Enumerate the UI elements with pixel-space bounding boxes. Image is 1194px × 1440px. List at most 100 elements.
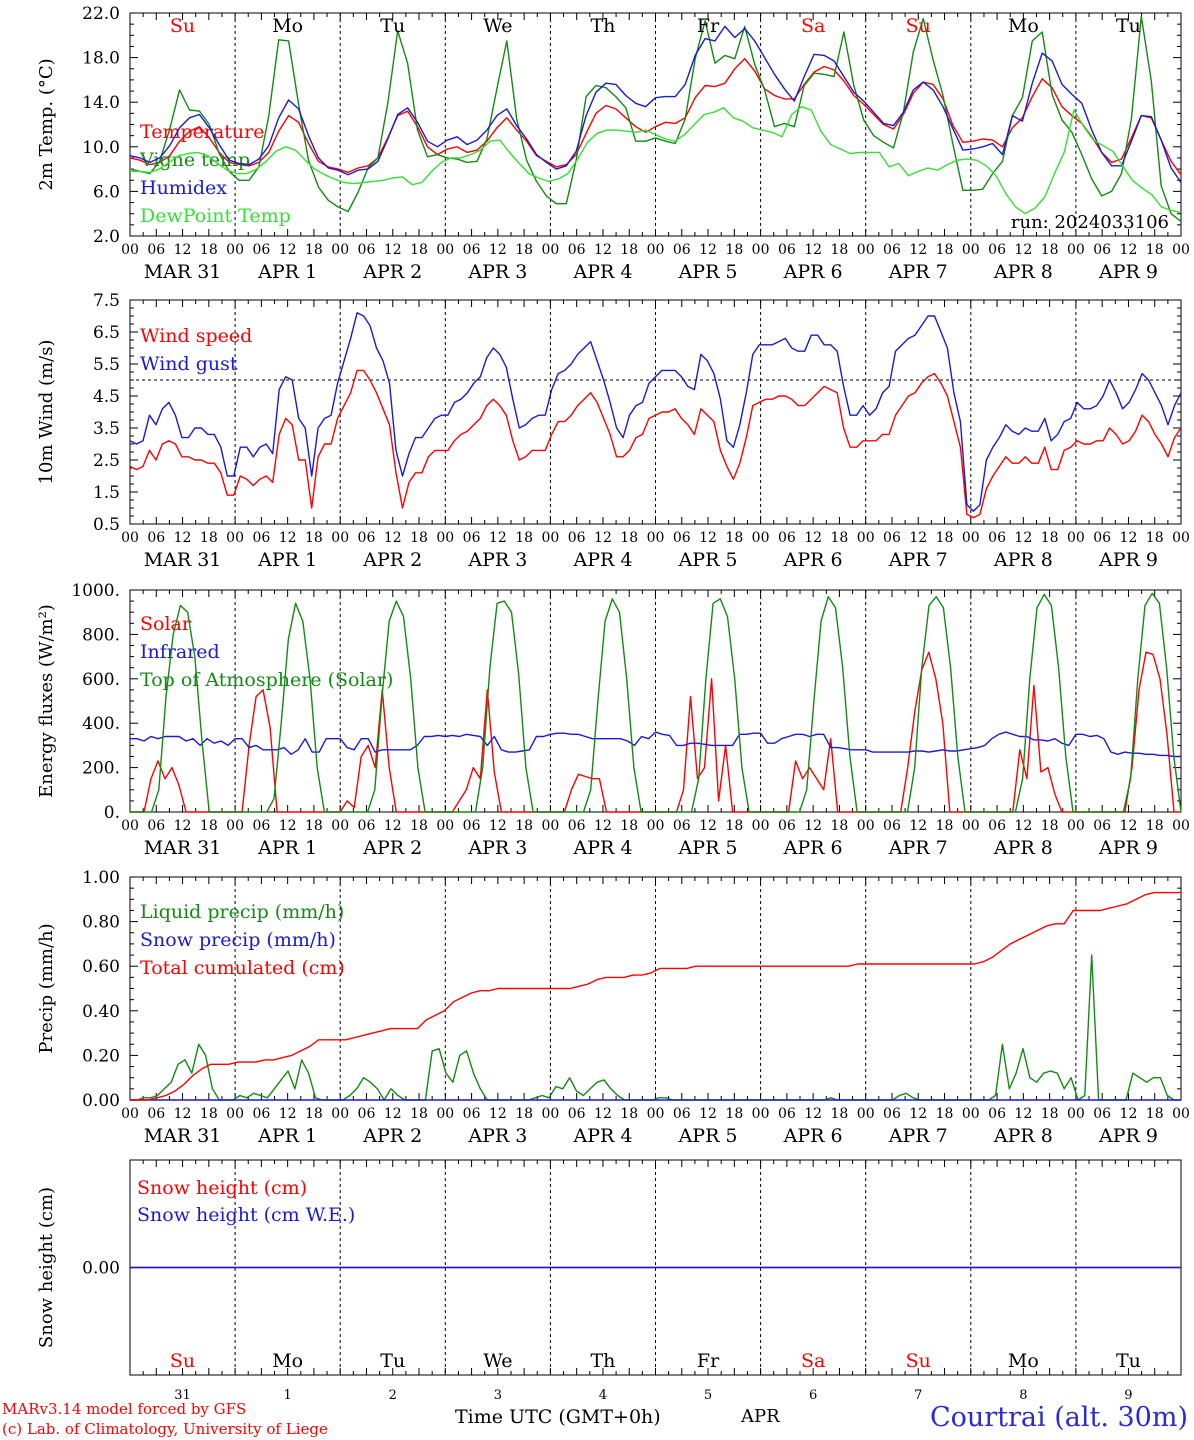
- energy-y-tick-label: 800.: [82, 625, 120, 645]
- precip-hour-label: 18: [200, 1106, 218, 1122]
- precip-hour-label: 06: [778, 1106, 796, 1122]
- temp-hour-label: 12: [279, 242, 297, 258]
- temp-run-annotation: run: 2024033106: [1011, 212, 1169, 233]
- energy-hour-label: 00: [1067, 818, 1085, 834]
- precip-y-tick-label: 0.00: [82, 1091, 120, 1111]
- energy-date-label: APR 5: [678, 837, 738, 859]
- precip-hour-label: 12: [594, 1106, 612, 1122]
- wind-hour-label: 12: [909, 530, 927, 546]
- precip-legend-entry: Total cumulated (cm): [140, 957, 345, 979]
- wind-hour-label: 06: [568, 530, 586, 546]
- temp-hour-label: 06: [252, 242, 270, 258]
- wind-hour-label: 00: [226, 530, 244, 546]
- temp-legend-entry: Temperature: [140, 121, 264, 143]
- temp-hour-label: 00: [1172, 242, 1190, 258]
- precip-y-axis-label: Precip (mm/h): [36, 923, 57, 1053]
- wind-date-label: APR 4: [572, 549, 632, 571]
- energy-hour-label: 12: [699, 818, 717, 834]
- temp-day-label: We: [483, 15, 512, 37]
- temp-y-tick-label: 6.0: [93, 182, 120, 202]
- wind-hour-label: 12: [174, 530, 192, 546]
- wind-y-tick-label: 4.5: [93, 387, 120, 407]
- precip-hour-label: 12: [174, 1106, 192, 1122]
- precip-hour-label: 06: [1093, 1106, 1111, 1122]
- temp-date-label: APR 8: [993, 261, 1053, 283]
- snow-day-number: 5: [704, 1388, 712, 1400]
- temp-y-tick-label: 22.0: [82, 4, 120, 24]
- precip-date-label: MAR 31: [144, 1125, 222, 1147]
- precip-hour-label: 00: [647, 1106, 665, 1122]
- temp-hour-label: 06: [463, 242, 481, 258]
- energy-hour-label: 18: [831, 818, 849, 834]
- precip-hour-label: 00: [1172, 1106, 1190, 1122]
- precip-hour-label: 00: [857, 1106, 875, 1122]
- precip-date-label: APR 7: [888, 1125, 948, 1147]
- precip-hour-label: 06: [883, 1106, 901, 1122]
- wind-y-tick-label: 7.5: [93, 291, 120, 311]
- energy-hour-label: 00: [857, 818, 875, 834]
- energy-date-label: APR 7: [888, 837, 948, 859]
- precip-hour-label: 12: [384, 1106, 402, 1122]
- temp-hour-label: 12: [909, 242, 927, 258]
- energy-y-tick-label: 400.: [82, 714, 120, 734]
- wind-hour-label: 12: [804, 530, 822, 546]
- snow-day-label: Tu: [1116, 1350, 1141, 1372]
- snow-day-label: Mo: [272, 1350, 303, 1372]
- temp-hour-label: 06: [147, 242, 165, 258]
- temp-hour-label: 00: [331, 242, 349, 258]
- wind-hour-label: 18: [936, 530, 954, 546]
- wind-date-label: MAR 31: [144, 549, 222, 571]
- wind-hour-label: 00: [857, 530, 875, 546]
- snow-day-label: Th: [590, 1350, 615, 1372]
- energy-hour-label: 00: [752, 818, 770, 834]
- precip-date-label: APR 6: [783, 1125, 843, 1147]
- snow-day-number: 1: [284, 1388, 292, 1400]
- lab-credit: (c) Lab. of Climatology, University of L…: [2, 1420, 328, 1438]
- wind-hour-label: 00: [331, 530, 349, 546]
- temp-hour-label: 12: [1014, 242, 1032, 258]
- precip-hour-label: 18: [305, 1106, 323, 1122]
- precip-hour-label: 12: [489, 1106, 507, 1122]
- wind-hour-label: 06: [358, 530, 376, 546]
- energy-date-label: APR 4: [572, 837, 632, 859]
- temp-day-label: Mo: [272, 15, 303, 37]
- energy-date-label: APR 6: [783, 837, 843, 859]
- precip-hour-label: 00: [226, 1106, 244, 1122]
- wind-hour-label: 00: [1067, 530, 1085, 546]
- wind-hour-label: 18: [831, 530, 849, 546]
- wind-series-wind-gust: [129, 312, 1182, 512]
- energy-date-label: APR 1: [257, 837, 317, 859]
- precip-hour-label: 18: [1146, 1106, 1164, 1122]
- temp-legend-entry: Vigne temp: [139, 149, 250, 171]
- snow-y-axis-label: Snow height (cm): [36, 1187, 57, 1348]
- temp-date-label: APR 7: [888, 261, 948, 283]
- energy-hour-label: 12: [804, 818, 822, 834]
- model-credit: MARv3.14 model forced by GFS: [2, 1400, 247, 1418]
- temp-hour-label: 00: [857, 242, 875, 258]
- precip-hour-label: 00: [962, 1106, 980, 1122]
- temp-hour-label: 12: [384, 242, 402, 258]
- temp-hour-label: 18: [410, 242, 428, 258]
- temp-hour-label: 12: [1120, 242, 1138, 258]
- wind-hour-label: 18: [620, 530, 638, 546]
- wind-hour-label: 00: [647, 530, 665, 546]
- temp-day-label: Mo: [1008, 15, 1039, 37]
- wind-y-tick-label: 5.5: [93, 355, 120, 375]
- snow-legend-entry: Snow height (cm W.E.): [137, 1204, 355, 1226]
- temp-series-dewpoint-temp: [130, 105, 1182, 215]
- energy-hour-label: 12: [279, 818, 297, 834]
- energy-hour-label: 18: [305, 818, 323, 834]
- energy-legend-entry: Infrared: [140, 641, 220, 663]
- temp-day-label: Su: [906, 15, 931, 37]
- precip-date-label: APR 4: [572, 1125, 632, 1147]
- wind-hour-label: 00: [541, 530, 559, 546]
- wind-frame: [129, 299, 1182, 525]
- precip-hour-label: 18: [620, 1106, 638, 1122]
- precip-date-label: APR 5: [678, 1125, 738, 1147]
- energy-hour-label: 12: [1014, 818, 1032, 834]
- energy-hour-label: 00: [436, 818, 454, 834]
- temp-date-label: APR 9: [1098, 261, 1158, 283]
- station-label: Courtrai (alt. 30m): [929, 1402, 1188, 1433]
- wind-hour-label: 18: [1041, 530, 1059, 546]
- wind-hour-label: 18: [305, 530, 323, 546]
